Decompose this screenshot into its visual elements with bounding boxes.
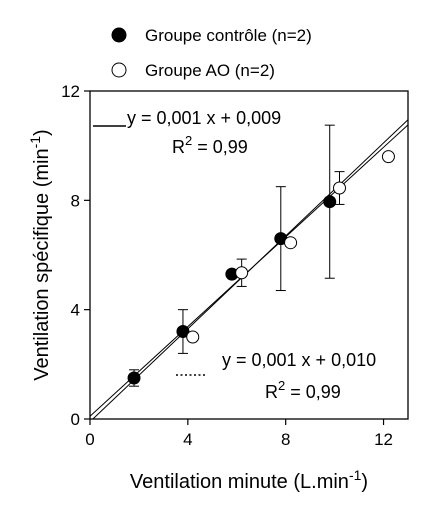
- legend-marker-control: [111, 27, 127, 43]
- y-tick-label: 8: [71, 191, 80, 210]
- equation-ao-r2: R2 = 0,99: [265, 378, 341, 402]
- x-axis-label-sup: -1: [349, 467, 362, 483]
- equation-ao: y = 0,001 x + 0,010 R2 = 0,99: [176, 350, 376, 402]
- x-tick-label: 0: [85, 430, 94, 449]
- x-tick-label: 12: [374, 430, 393, 449]
- regression-line-ao: [89, 124, 409, 417]
- y-tick-label: 0: [71, 410, 80, 429]
- x-axis-ticks: 0 4 8 12: [85, 419, 393, 449]
- y-axis-label: Ventilation spécifique (min-1): [27, 129, 53, 380]
- equation-control-text: y = 0,001 x + 0,009: [127, 108, 281, 128]
- y-tick-label: 12: [61, 82, 80, 101]
- data-point-ao: [381, 150, 395, 164]
- r2-control-label: R: [172, 137, 185, 157]
- legend: Groupe contrôle (n=2) Groupe AO (n=2): [111, 26, 312, 80]
- r2-ao-value: = 0,99: [285, 382, 341, 402]
- y-axis-label-end: ): [31, 129, 53, 136]
- data-point-control: [127, 371, 141, 385]
- r2-ao-sup: 2: [278, 378, 285, 393]
- legend-label-ao: Groupe AO (n=2): [145, 61, 275, 80]
- y-axis-label-main: Ventilation spécifique (min: [31, 148, 53, 380]
- data-point-ao: [284, 236, 298, 250]
- equation-ao-text: y = 0,001 x + 0,010: [222, 350, 376, 370]
- data-point-control: [323, 195, 337, 209]
- data-point-ao: [235, 266, 249, 280]
- data-point-control: [176, 325, 190, 339]
- x-axis-label-main: Ventilation minute (L.min: [130, 471, 349, 493]
- data-point-ao: [333, 181, 347, 195]
- x-axis-label: Ventilation minute (L.min-1): [130, 467, 368, 493]
- legend-marker-ao: [111, 62, 127, 78]
- data-points: [127, 124, 395, 387]
- x-tick-label: 8: [281, 430, 290, 449]
- y-axis-ticks: 0 4 8 12: [61, 82, 90, 429]
- r2-control-sup: 2: [185, 133, 192, 148]
- legend-label-control: Groupe contrôle (n=2): [145, 26, 312, 45]
- r2-control-value: = 0,99: [192, 137, 248, 157]
- x-tick-label: 4: [183, 430, 192, 449]
- y-tick-label: 4: [71, 301, 80, 320]
- data-point-ao: [186, 330, 200, 344]
- equation-control: y = 0,001 x + 0,009 R2 = 0,99: [93, 108, 281, 157]
- r2-ao-label: R: [265, 382, 278, 402]
- equation-control-r2: R2 = 0,99: [172, 133, 248, 157]
- plot-frame: [89, 90, 409, 420]
- x-axis-label-end: ): [361, 471, 368, 493]
- y-axis-label-sup: -1: [27, 136, 43, 149]
